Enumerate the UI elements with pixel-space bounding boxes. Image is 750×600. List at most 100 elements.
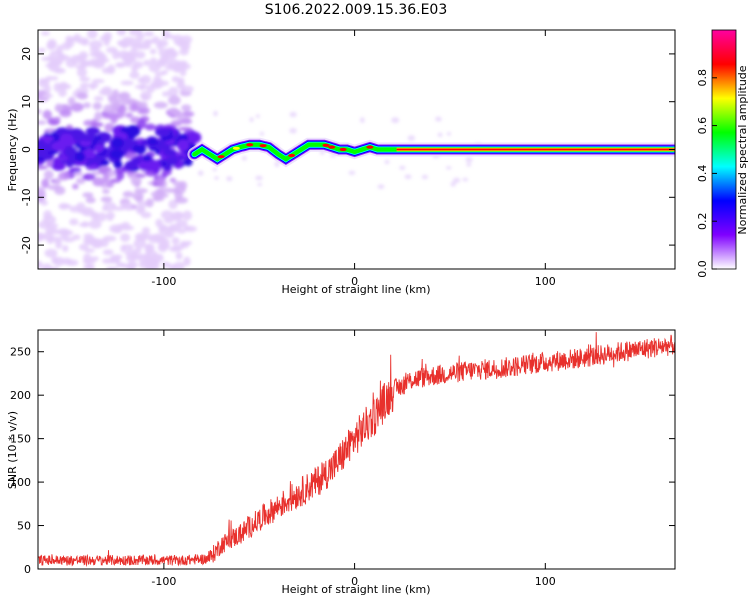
- spectrogram-xlabel: Height of straight line (km): [281, 283, 430, 296]
- snr-ytick-label: 250: [10, 346, 31, 359]
- noise-blob: [49, 226, 58, 232]
- snr-ytick-label: 100: [10, 476, 31, 489]
- snr-frame: [37, 329, 676, 570]
- noise-blob: [90, 211, 98, 220]
- noise-blob: [141, 227, 151, 236]
- noise-blob: [115, 170, 125, 181]
- noise-blob: [120, 98, 134, 106]
- noise-blob: [168, 199, 178, 210]
- noise-blob: [134, 232, 148, 242]
- low-freq-blob: [163, 165, 172, 172]
- spectrogram-ylabel: Frequency (Hz): [6, 109, 19, 192]
- snr-ytick-label: 150: [10, 433, 31, 446]
- noise-blob: [97, 57, 110, 63]
- low-freq-blob: [100, 159, 110, 167]
- noise-blob: [79, 76, 91, 82]
- noise-blob: [75, 177, 86, 185]
- noise-blob: [88, 219, 102, 229]
- snr-ytick-label: 0: [24, 563, 31, 576]
- noise-blob: [72, 183, 79, 190]
- noise-blob: [130, 102, 138, 112]
- noise-blob: [156, 78, 163, 84]
- noise-blob: [40, 199, 48, 206]
- faint-blob: [360, 117, 365, 123]
- noise-blob: [38, 260, 43, 269]
- noise-blob: [145, 198, 154, 208]
- low-freq-blob: [154, 127, 171, 137]
- snr-xtick-label: 0: [351, 575, 358, 588]
- noise-blob: [56, 44, 63, 55]
- noise-blob: [81, 38, 89, 46]
- noise-blob: [103, 104, 117, 114]
- noise-blob: [103, 235, 117, 242]
- noise-blob: [140, 211, 152, 219]
- noise-blob: [42, 109, 52, 120]
- noise-blob: [165, 47, 176, 55]
- noise-blob: [181, 85, 194, 93]
- noise-blob: [65, 35, 74, 43]
- noise-blob: [177, 40, 191, 49]
- low-freq-blob: [113, 160, 123, 169]
- noise-blob: [137, 118, 147, 129]
- noise-blob: [171, 244, 185, 251]
- faint-blob: [407, 135, 416, 141]
- noise-blob: [92, 177, 105, 187]
- noise-blob: [117, 39, 127, 47]
- noise-blob: [149, 48, 157, 55]
- faint-blob: [466, 162, 472, 167]
- faint-blob: [226, 176, 233, 182]
- faint-blob: [255, 175, 263, 181]
- low-freq-blob: [178, 133, 189, 142]
- noise-blob: [84, 248, 95, 253]
- faint-blob: [348, 170, 356, 175]
- noise-blob: [93, 95, 104, 102]
- low-freq-blob: [121, 142, 134, 150]
- noise-blob: [101, 114, 116, 119]
- noise-blob: [98, 88, 113, 96]
- noise-blob: [82, 102, 91, 109]
- noise-blob: [103, 36, 110, 47]
- noise-blob: [137, 200, 148, 208]
- noise-blob: [101, 67, 114, 74]
- noise-blob: [43, 84, 51, 94]
- noise-blob: [47, 184, 62, 191]
- noise-blob: [157, 242, 168, 253]
- noise-blob: [67, 96, 76, 106]
- ridge-hotspot: [322, 143, 330, 147]
- noise-blob: [102, 188, 110, 195]
- low-freq-blob: [59, 133, 74, 145]
- faint-blob: [259, 131, 265, 136]
- noise-blob: [96, 212, 107, 222]
- low-freq-blob: [126, 124, 141, 137]
- noise-blob: [164, 232, 175, 238]
- snr-ylabel: SNR (10 * v/v): [6, 411, 19, 489]
- faint-blob: [212, 167, 217, 172]
- noise-blob: [117, 93, 129, 99]
- noise-blob: [131, 204, 138, 210]
- spectral-noise-blobs: [38, 30, 482, 269]
- noise-blob: [163, 187, 176, 193]
- noise-blob: [60, 229, 69, 240]
- noise-blob: [76, 67, 88, 78]
- ridge-hotspot: [366, 145, 374, 149]
- noise-blob: [171, 237, 180, 245]
- noise-blob: [144, 123, 156, 131]
- noise-blob: [58, 203, 70, 210]
- noise-blob: [140, 90, 152, 101]
- colorbar-tick-label: 0.8: [696, 69, 709, 87]
- spectrogram-ytick-label: -10: [20, 188, 33, 206]
- low-freq-blob: [183, 158, 193, 167]
- low-freq-blob: [142, 155, 152, 162]
- noise-blob: [101, 258, 114, 264]
- noise-blob: [116, 30, 127, 36]
- noise-blob: [168, 95, 181, 106]
- noise-blob: [155, 237, 168, 242]
- noise-blob: [160, 210, 174, 220]
- noise-blob: [182, 210, 193, 221]
- spectrogram-ytick-label: -20: [20, 236, 33, 254]
- figure-title: S106.2022.009.15.36.E03: [265, 2, 448, 18]
- snr-series-line: [38, 332, 675, 567]
- snr-panel: -100 0 100 0 50 100 150 200 250 Height of straig…: [6, 329, 676, 596]
- spectrogram-xtick-label: 100: [535, 275, 556, 288]
